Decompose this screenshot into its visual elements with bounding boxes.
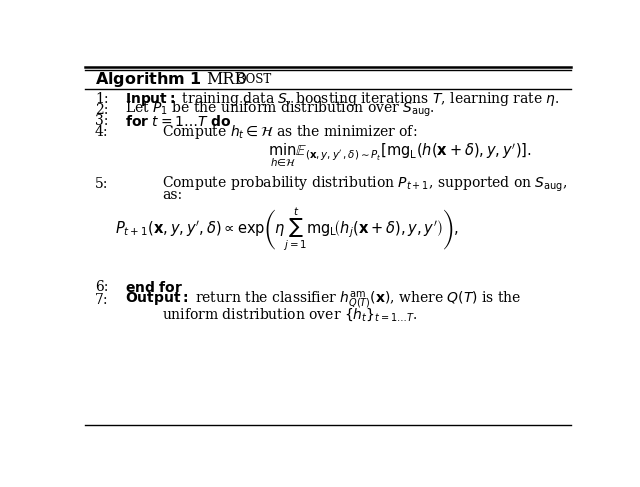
Text: $\mathbf{Algorithm\ 1}$: $\mathbf{Algorithm\ 1}$ — [95, 70, 202, 89]
Text: 6:: 6: — [95, 280, 108, 294]
Text: 2:: 2: — [95, 103, 108, 117]
Text: OOST: OOST — [236, 73, 271, 86]
Text: $\mathbf{Input:}$ training data $S$, boosting iterations $T$, learning rate $\et: $\mathbf{Input:}$ training data $S$, boo… — [125, 90, 559, 108]
Text: 7:: 7: — [95, 293, 108, 307]
Text: MRB: MRB — [207, 71, 247, 88]
Text: 3:: 3: — [95, 114, 108, 128]
Text: 1:: 1: — [95, 92, 108, 106]
Text: $\mathbf{Output:}$ return the classifier $h^{\mathrm{am}}_{Q(T)}(\mathbf{x})$, w: $\mathbf{Output:}$ return the classifier… — [125, 289, 521, 311]
Text: $P_{t+1}(\mathbf{x},y,y^{\prime},\delta) \propto \exp\!\left(\eta\sum_{j=1}^{t}\: $P_{t+1}(\mathbf{x},y,y^{\prime},\delta)… — [115, 206, 459, 253]
Text: as:: as: — [162, 188, 182, 202]
Text: Let $P_1$ be the uniform distribution over $S_{\mathrm{aug}}$.: Let $P_1$ be the uniform distribution ov… — [125, 100, 435, 119]
Text: $\min_{h \in \mathcal{H}} \mathbb{E}_{(\mathbf{x},y,y^{\prime},\delta)\sim P_t}[: $\min_{h \in \mathcal{H}} \mathbb{E}_{(\… — [269, 142, 532, 169]
Text: $\mathbf{end\ for}$: $\mathbf{end\ for}$ — [125, 280, 182, 295]
Text: 5:: 5: — [95, 177, 108, 191]
Text: Compute $h_t \in \mathcal{H}$ as the minimizer of:: Compute $h_t \in \mathcal{H}$ as the min… — [162, 123, 417, 141]
Text: Compute probability distribution $P_{t+1}$, supported on $S_{\mathrm{aug}}$,: Compute probability distribution $P_{t+1… — [162, 174, 567, 194]
Text: uniform distribution over $\{h_t\}_{t=1\ldots T}$.: uniform distribution over $\{h_t\}_{t=1\… — [162, 306, 418, 322]
Text: $\mathbf{for}\ t = 1\ldots T\ \mathbf{do}$: $\mathbf{for}\ t = 1\ldots T\ \mathbf{do… — [125, 113, 230, 129]
Text: 4:: 4: — [95, 125, 108, 139]
